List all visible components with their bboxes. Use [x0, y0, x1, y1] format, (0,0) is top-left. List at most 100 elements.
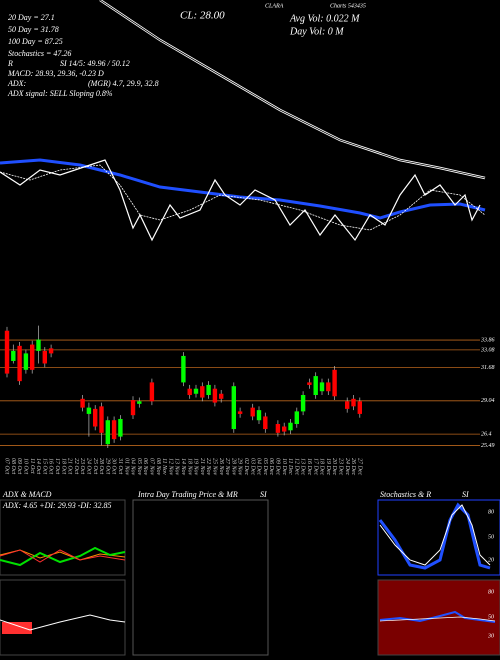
x-tick-label: 22 Nov — [205, 458, 211, 476]
x-tick-label: 05 Dec — [262, 458, 268, 475]
x-tick-label: 11 Nov — [161, 458, 167, 475]
candle-body — [345, 401, 350, 409]
x-tick-label: 31 Oct — [117, 457, 123, 474]
indicator: Stochastics = 47.26 — [8, 49, 71, 58]
candle-body — [99, 406, 104, 433]
x-tick-label: 28 Oct — [98, 458, 104, 474]
x-tick-label: 18 Dec — [319, 458, 325, 475]
x-tick-label: 20 Dec — [331, 458, 337, 475]
intraday-title-2: SI — [260, 490, 267, 499]
x-tick-label: 29 Oct — [104, 458, 110, 474]
candle-body — [193, 388, 199, 394]
x-tick-label: 05 Nov — [136, 458, 142, 476]
x-tick-label: 28 Nov — [230, 458, 236, 476]
x-tick-label: 08 Nov — [155, 458, 161, 476]
indicator: 50 Day = 31.78 — [8, 25, 59, 34]
rsi-tick: 30 — [487, 633, 494, 639]
x-tick-label: 02 Dec — [243, 458, 249, 475]
x-tick-label: 11 Dec — [287, 458, 293, 475]
candle-body — [282, 426, 287, 432]
x-tick-label: 29 Nov — [237, 458, 243, 476]
x-tick-label: 18 Nov — [186, 458, 192, 476]
stoch-title: Stochastics & R — [380, 490, 431, 499]
x-tick-label: 16 Oct — [48, 458, 54, 474]
macd-histogram — [2, 622, 32, 634]
ema-20 — [0, 164, 486, 231]
x-tick-label: 07 Oct — [4, 458, 10, 474]
adx-info: ADX: 4.65 +DI: 29.93 -DI: 32.85 — [2, 501, 112, 510]
candle-body — [250, 407, 255, 417]
x-tick-label: 13 Dec — [300, 458, 306, 475]
macd-line — [0, 614, 126, 631]
candle-body — [86, 407, 92, 414]
macd-panel — [0, 579, 126, 656]
stock-name: CLARA — [265, 3, 284, 9]
y-tick-label: 25.49 — [481, 442, 495, 449]
ema-100-inner — [99, 0, 486, 179]
minus-di — [0, 549, 126, 563]
adx-panel — [0, 499, 126, 576]
x-tick-label: 01 Nov — [123, 458, 129, 476]
indicator: 100 Day = 87.25 — [8, 37, 63, 46]
stoch-panel — [377, 499, 500, 576]
indicator: (MGR) 4.7, 29.9, 32.8 — [88, 79, 159, 88]
candle-body — [30, 344, 35, 370]
y-tick-label: 33.86 — [480, 337, 495, 343]
x-tick-label: 16 Dec — [306, 458, 312, 475]
intraday-panel — [132, 499, 269, 656]
x-tick-label: 25 Oct — [92, 458, 98, 474]
candle-body — [48, 348, 54, 354]
candle-body — [93, 408, 98, 427]
candle-body — [80, 398, 85, 408]
candle-body — [36, 339, 41, 351]
candle-body — [187, 388, 192, 396]
candle-body — [326, 382, 331, 392]
x-tick-label: 14 Nov — [180, 458, 187, 476]
candle-body — [275, 424, 281, 433]
x-tick-label: 04 Dec — [256, 458, 263, 475]
rsi-line — [379, 610, 496, 623]
symbol: Charts 543435 — [330, 2, 366, 9]
y-tick-label: 31.68 — [480, 365, 495, 371]
candle-body — [181, 355, 186, 383]
candle-body — [351, 398, 356, 407]
candle-body — [263, 416, 268, 430]
candle-body — [256, 410, 262, 421]
x-tick-label: 21 Nov — [199, 458, 205, 476]
candle-body — [288, 422, 293, 431]
y-tick-label: 29.04 — [481, 397, 495, 404]
x-tick-label: 11 Oct — [29, 458, 35, 474]
x-tick-label: 19 Nov — [193, 458, 199, 476]
x-tick-label: 22 Oct — [73, 458, 79, 474]
candle-body — [17, 345, 22, 382]
candle-body — [105, 420, 110, 445]
x-tick-label: 12 Dec — [293, 458, 299, 475]
x-tick-label: 27 Dec — [356, 458, 362, 475]
x-tick-label: 08 Oct — [10, 458, 16, 474]
candle-body — [206, 384, 211, 396]
intraday-title: Intra Day Trading Price & MR — [137, 490, 238, 499]
candle-body — [149, 382, 155, 402]
indicator: ADX: — [7, 79, 27, 88]
x-tick-label: 27 Nov — [224, 458, 230, 476]
candle-body — [111, 420, 117, 440]
x-tick-label: 10 Dec — [281, 458, 287, 475]
stoch-tick: 50 — [488, 534, 494, 540]
candle-body — [118, 418, 123, 437]
candle-body — [231, 386, 236, 430]
rsi-tick: 50 — [488, 614, 494, 620]
stoch-tick: 80 — [488, 509, 494, 515]
day-volume: Day Vol: 0 M — [289, 26, 344, 37]
x-tick-label: 23 Oct — [79, 458, 85, 474]
x-tick-label: 17 Oct — [54, 458, 60, 474]
y-tick-label: 26.4 — [481, 430, 492, 437]
candle-body — [332, 369, 337, 397]
y-tick-label: 33.08 — [480, 347, 495, 353]
candle-body — [212, 388, 218, 403]
plus-di — [0, 546, 126, 567]
x-tick-label: 06 Nov — [142, 458, 148, 476]
x-tick-label: 07 Nov — [149, 458, 155, 476]
x-tick-label: 24 Dec — [344, 458, 351, 475]
x-tick-label: 03 Dec — [249, 458, 255, 475]
x-tick-label: 19 Dec — [325, 458, 331, 475]
